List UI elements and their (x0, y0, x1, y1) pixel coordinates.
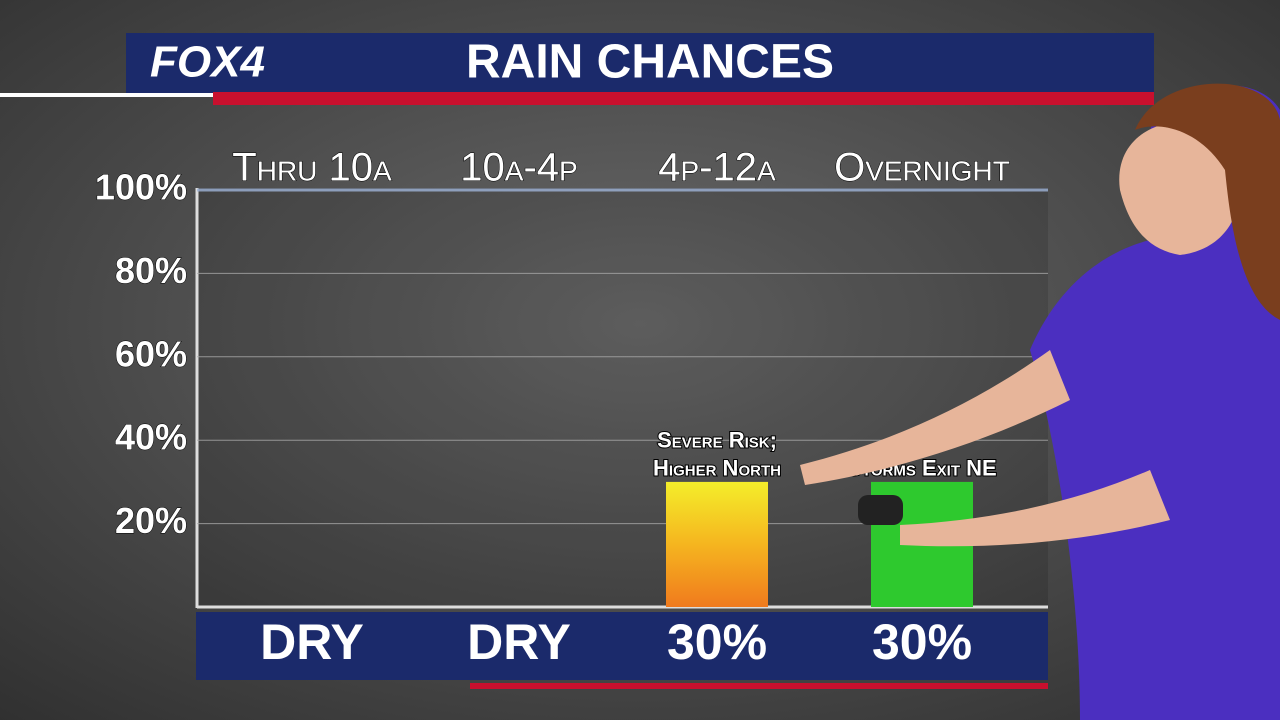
value-label: 30% (667, 614, 767, 670)
chart-title: RAIN CHANCES (466, 36, 834, 89)
annotation: Higher North (653, 456, 781, 481)
x-tick-label: 10a-4p (460, 146, 577, 190)
value-label: DRY (260, 614, 364, 670)
header-band (126, 33, 1154, 93)
annotation: Severe Risk; (657, 428, 777, 453)
y-tick-label: 100% (95, 167, 187, 208)
value-band (196, 612, 1048, 680)
header-stripe (213, 92, 1154, 105)
value-label: DRY (467, 614, 571, 670)
bar (666, 481, 768, 607)
annotation: Storms Exit NE (847, 456, 996, 481)
x-tick-label: 4p-12a (658, 146, 776, 190)
x-tick-label: Overnight (834, 146, 1010, 190)
header-line (0, 93, 214, 97)
x-tick-label: Thru 10a (232, 146, 392, 190)
y-tick-label: 40% (115, 417, 187, 458)
presenter (800, 83, 1280, 720)
value-stripe (470, 683, 1048, 689)
y-tick-label: 60% (115, 333, 187, 374)
logo: FOX4 (150, 38, 265, 87)
y-tick-label: 20% (115, 500, 187, 541)
y-tick-label: 80% (115, 250, 187, 291)
value-label: 30% (872, 614, 972, 670)
